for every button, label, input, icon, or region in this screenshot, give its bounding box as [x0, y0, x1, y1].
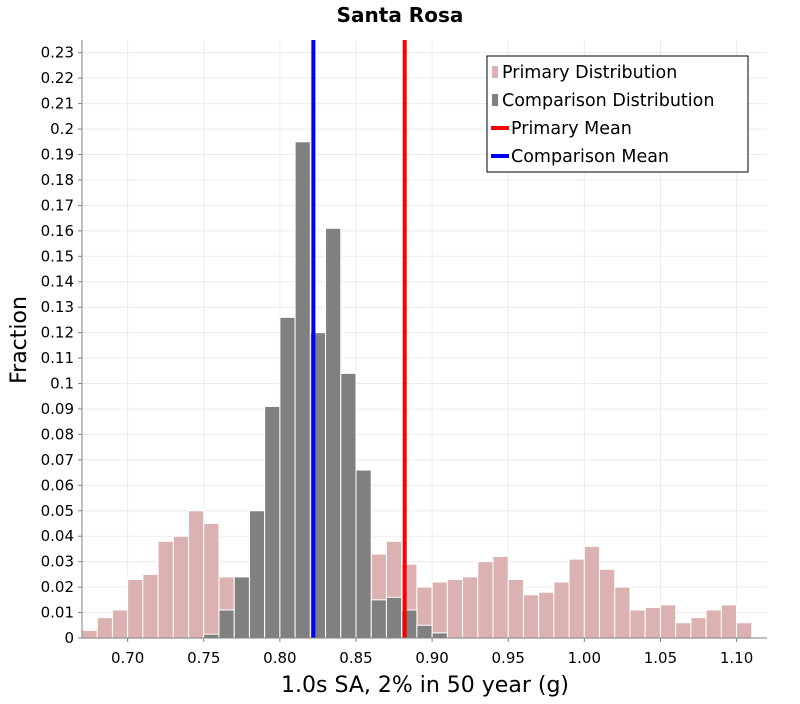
- x-tick-label: 0.75: [187, 649, 220, 667]
- y-tick-label: 0.04: [41, 527, 74, 545]
- legend-entry-label: Comparison Mean: [511, 147, 669, 167]
- axes: [81, 40, 767, 639]
- chart-title: Santa Rosa: [337, 3, 464, 27]
- comparison-bar: [416, 624, 433, 639]
- primary-bar: [446, 578, 464, 639]
- y-tick-label: 0.1: [50, 375, 74, 393]
- y-tick-label: 0.23: [41, 44, 74, 62]
- primary-bar: [111, 609, 129, 639]
- legend-entry-label: Comparison Distribution: [502, 91, 714, 111]
- primary-bar: [538, 591, 555, 639]
- y-tick-label: 0.14: [41, 273, 74, 291]
- primary-bar: [188, 510, 205, 639]
- primary-bar: [614, 586, 631, 639]
- primary-bar: [81, 629, 98, 639]
- y-tick-label: 0.06: [41, 476, 74, 494]
- primary-bar: [599, 568, 616, 639]
- y-tick-label: 0.13: [41, 298, 74, 316]
- legend-swatch: [492, 94, 498, 106]
- legend-entry-label: Primary Distribution: [502, 63, 677, 83]
- y-tick-label: 0.11: [41, 349, 74, 367]
- x-tick-label: 0.95: [492, 649, 525, 667]
- y-tick-label: 0.01: [41, 604, 74, 622]
- y-tick-label: 0.08: [41, 425, 74, 443]
- comparison-bar: [294, 141, 311, 639]
- comparison-bar: [264, 405, 281, 639]
- mean-lines: [311, 40, 407, 638]
- y-tick-label: 0.18: [41, 171, 74, 189]
- y-axis-label: Fraction: [7, 296, 32, 384]
- legend-entry-label: Primary Mean: [511, 119, 632, 139]
- y-tick-label: 0: [64, 629, 74, 647]
- x-tick-label: 0.90: [415, 649, 448, 667]
- primary-bar: [507, 578, 524, 639]
- primary-bar: [203, 522, 220, 639]
- comparison-bar: [340, 372, 357, 639]
- primary-bar: [690, 617, 707, 639]
- y-tick-label: 0.12: [41, 324, 74, 342]
- primary-bar: [705, 609, 722, 639]
- y-tick-label: 0.16: [41, 222, 74, 240]
- y-tick-label: 0.2: [50, 120, 74, 138]
- primary-bar: [172, 535, 190, 639]
- primary-bar: [492, 556, 509, 639]
- comparison-bar: [431, 632, 448, 639]
- legend-box: [486, 55, 749, 173]
- primary-bar: [127, 578, 144, 639]
- x-axis-ticks: 0.70 0.75 0.80 0.85 0.90 0.95 1.00 1.05 1.10: [111, 638, 753, 667]
- x-tick-label: 0.80: [263, 649, 296, 667]
- primary-bar: [644, 606, 661, 639]
- comparison-bar: [218, 609, 235, 639]
- x-tick-label: 1.05: [644, 649, 677, 667]
- x-tick-label: 1.00: [568, 649, 601, 667]
- comparison-bar: [279, 316, 296, 639]
- primary-bar: [142, 573, 159, 639]
- primary-bar: [522, 594, 540, 639]
- y-axis-ticks: 0 0.01 0.02 0.03 0.04 0.05 0.06 0.07 0.08 0.09 0.1…: [41, 44, 82, 647]
- y-tick-label: 0.19: [41, 146, 74, 164]
- primary-bar: [157, 540, 174, 639]
- primary-bar: [629, 609, 646, 639]
- y-tick-label: 0.17: [41, 196, 74, 214]
- primary-bar: [568, 558, 585, 639]
- y-tick-label: 0.03: [41, 553, 74, 571]
- comparison-bar: [203, 633, 220, 639]
- x-axis-label: 1.0s SA, 2% in 50 year (g): [281, 673, 569, 698]
- comparison-bar: [325, 227, 342, 639]
- primary-bar: [720, 604, 738, 639]
- primary-bar: [477, 561, 494, 639]
- primary-bar: [736, 622, 753, 639]
- y-tick-label: 0.15: [41, 247, 74, 265]
- primary-bar: [553, 581, 570, 639]
- comparison-bar: [385, 596, 403, 639]
- primary-bar: [675, 622, 692, 639]
- legend: Primary Distribution Comparison Distribut…: [486, 55, 749, 173]
- primary-bar: [462, 576, 479, 639]
- primary-bar: [96, 617, 113, 639]
- comparison-bar: [233, 576, 250, 639]
- y-tick-label: 0.21: [41, 95, 74, 113]
- y-tick-label: 0.09: [41, 400, 74, 418]
- y-tick-label: 0.07: [41, 451, 74, 469]
- primary-bar: [659, 604, 677, 639]
- comparison-bar: [248, 510, 266, 639]
- comparison-bar: [370, 599, 387, 639]
- x-tick-label: 1.10: [720, 649, 753, 667]
- y-tick-label: 0.02: [41, 578, 74, 596]
- x-tick-label: 0.85: [339, 649, 372, 667]
- y-tick-label: 0.05: [41, 502, 74, 520]
- y-tick-label: 0.22: [41, 69, 74, 87]
- primary-bar: [583, 545, 601, 639]
- primary-bar: [431, 581, 448, 639]
- comparison-bar: [355, 469, 372, 639]
- x-tick-label: 0.70: [111, 649, 144, 667]
- legend-swatch: [492, 66, 498, 78]
